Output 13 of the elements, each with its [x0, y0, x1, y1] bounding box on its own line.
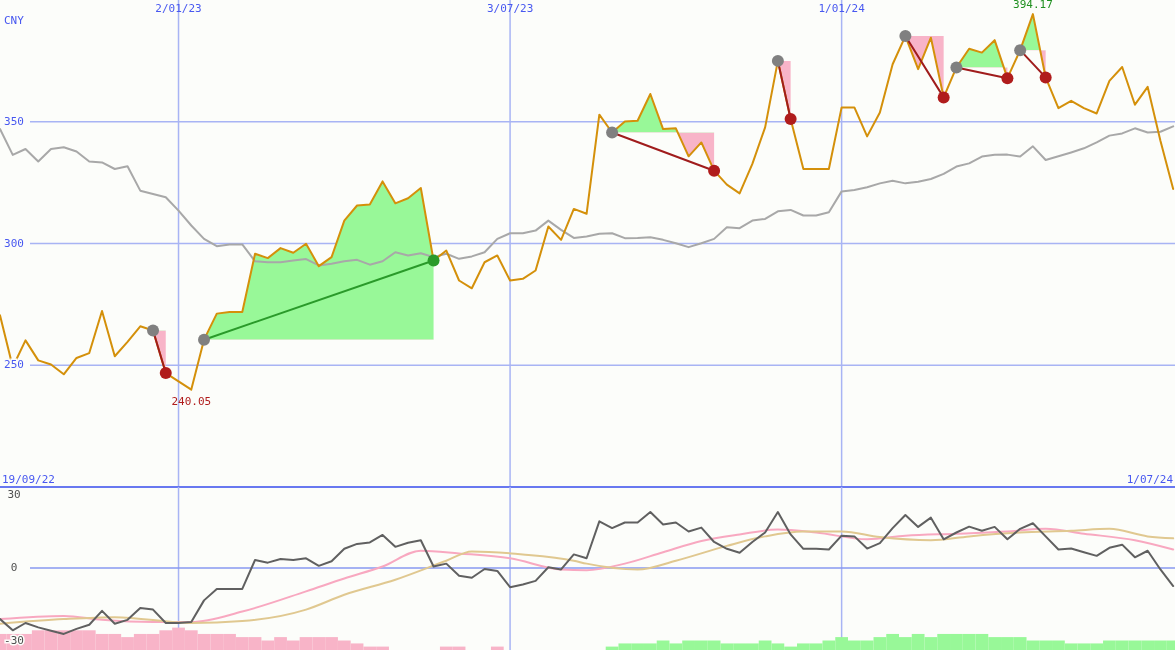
y-axis-title: CNY: [4, 14, 25, 27]
y-tick-label: -30: [4, 634, 24, 647]
y-tick-label: 350: [4, 114, 24, 128]
y-tick-label: 30: [7, 488, 21, 502]
annotation: 394.17: [1013, 0, 1053, 12]
y-tick-label: 300: [4, 236, 24, 250]
x-tick-label: 3/07/23: [486, 2, 534, 15]
x-tick-label: 1/01/24: [818, 2, 866, 15]
annotation: 1/07/24: [1126, 473, 1174, 486]
annotation: 19/09/22: [2, 473, 55, 486]
y-tick-label: 0: [10, 561, 18, 575]
annotation: 240.05: [171, 395, 212, 409]
x-tick-label: 2/01/23: [155, 2, 202, 15]
